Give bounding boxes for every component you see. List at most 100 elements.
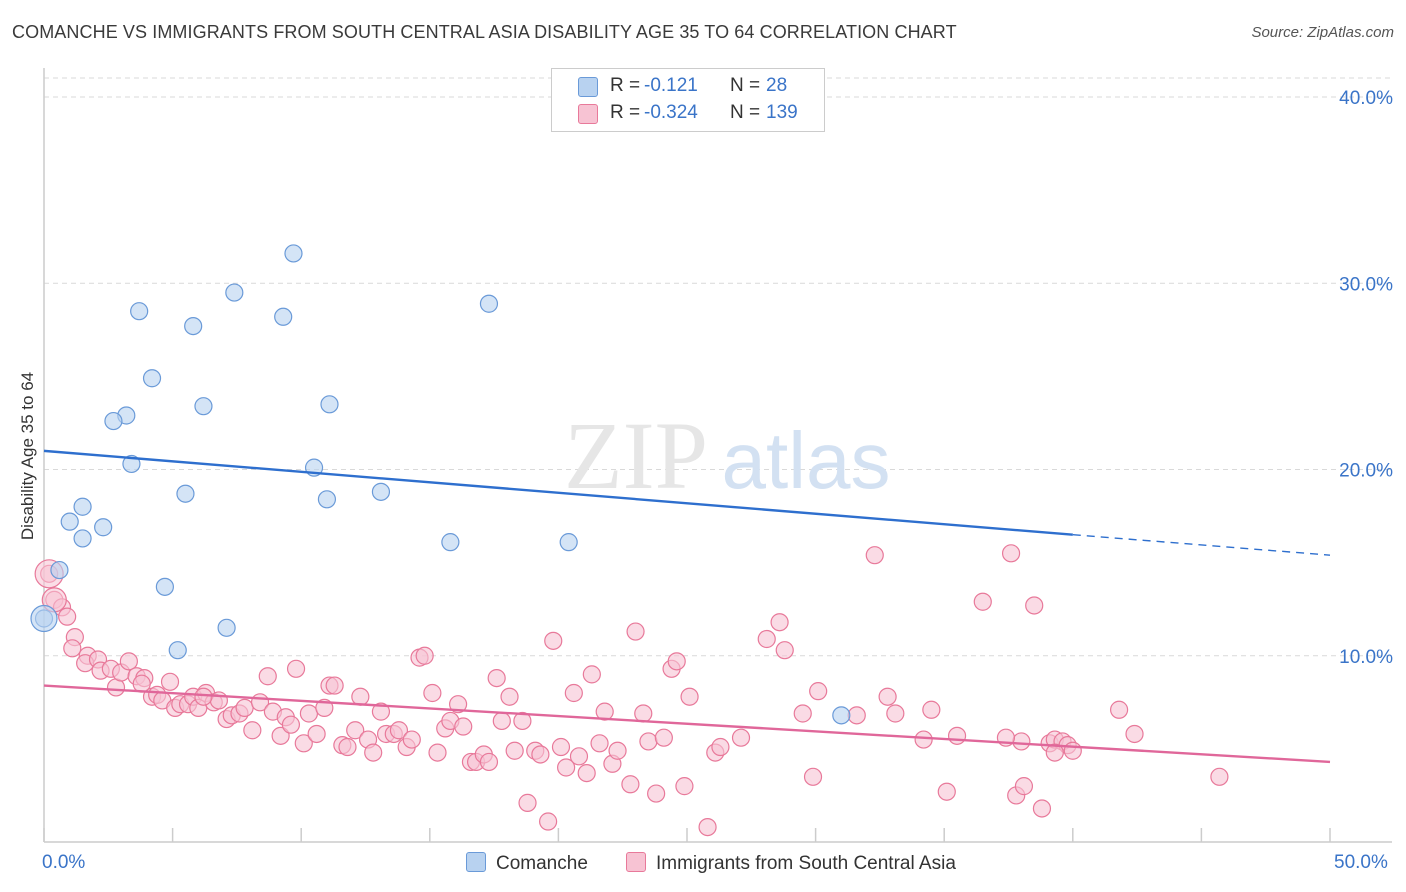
data-point — [878, 687, 897, 706]
legend-r-value: -0.121 — [644, 75, 698, 96]
data-point — [63, 639, 82, 658]
legend-n-value: 28 — [766, 75, 788, 96]
data-point — [500, 687, 519, 706]
data-point — [1012, 732, 1031, 751]
data-point-cluster — [30, 604, 58, 633]
data-point — [775, 641, 794, 660]
data-point — [142, 369, 162, 388]
data-point — [274, 307, 293, 326]
data-point — [1210, 767, 1229, 786]
data-point — [104, 411, 123, 431]
y-tick-label: 30.0% — [1339, 274, 1393, 295]
data-point — [371, 482, 391, 501]
data-point — [122, 454, 141, 474]
y-tick-label: 40.0% — [1339, 88, 1393, 109]
data-point — [667, 652, 686, 671]
data-point — [577, 763, 596, 783]
trend-lines — [43, 449, 1331, 764]
data-point — [73, 529, 92, 548]
data-point — [423, 683, 442, 703]
y-tick-label: 20.0% — [1339, 461, 1393, 482]
data-point — [803, 767, 823, 786]
legend-item-immigrants: Immigrants from South Central Asia — [626, 852, 956, 875]
data-point — [505, 741, 524, 760]
series-immigrants-points — [34, 544, 1229, 837]
grid-lines — [44, 77, 1392, 657]
data-point — [544, 631, 563, 650]
data-point — [454, 717, 473, 736]
axes — [43, 68, 1392, 843]
y-tick-label: 10.0% — [1339, 647, 1393, 668]
data-point — [351, 687, 370, 706]
data-point — [479, 752, 499, 772]
data-point — [184, 316, 203, 336]
data-point — [194, 397, 213, 416]
watermark-zip: ZIP — [564, 402, 708, 509]
data-point — [639, 732, 658, 751]
legend-n-value: 139 — [766, 102, 798, 123]
data-point — [595, 702, 614, 721]
data-point — [132, 674, 151, 693]
data-point — [1001, 544, 1021, 563]
x-tick-label-min: 0.0% — [42, 852, 86, 873]
data-point — [698, 817, 717, 837]
data-point — [914, 730, 933, 749]
trend-line-immigrants — [43, 684, 1331, 764]
data-point — [886, 704, 905, 723]
data-point — [809, 682, 828, 701]
data-point — [258, 667, 277, 686]
data-point — [531, 745, 550, 764]
trend-line-comanche-extension — [1072, 533, 1331, 556]
data-point — [865, 546, 884, 565]
watermark-atlas: atlas — [722, 416, 891, 505]
data-point — [513, 711, 532, 731]
data-point — [847, 706, 866, 725]
data-point — [582, 665, 601, 684]
data-point — [448, 695, 468, 714]
data-point — [73, 497, 92, 516]
data-point — [176, 484, 195, 503]
data-point — [626, 622, 645, 641]
data-point — [492, 711, 511, 731]
data-point — [168, 641, 187, 660]
data-point — [973, 592, 992, 611]
data-point — [770, 613, 789, 632]
data-point — [557, 758, 576, 777]
source-label: Source: ZipAtlas.com — [1251, 24, 1394, 41]
data-point — [119, 652, 138, 671]
data-point — [608, 741, 627, 760]
data-point — [415, 646, 434, 665]
data-point — [711, 737, 730, 757]
data-point — [634, 704, 653, 723]
data-point — [621, 775, 640, 794]
data-point — [590, 734, 609, 753]
data-point — [217, 618, 236, 637]
data-point — [320, 395, 339, 414]
data-point — [58, 607, 77, 626]
data-point — [479, 294, 499, 313]
legend-label-immigrants: Immigrants from South Central Asia — [656, 853, 956, 874]
data-point — [1025, 596, 1044, 615]
data-point — [325, 676, 344, 695]
data-point — [294, 734, 313, 753]
data-point — [1032, 799, 1052, 818]
data-point — [243, 721, 262, 740]
data-point — [539, 812, 558, 831]
legend-swatch-blue — [578, 77, 598, 97]
data-point — [317, 490, 337, 509]
data-point — [654, 728, 673, 747]
data-point — [307, 724, 326, 744]
chart-title: COMANCHE VS IMMIGRANTS FROM SOUTH CENTRA… — [12, 22, 957, 42]
y-tick-labels: 10.0% 20.0% 30.0% 40.0% — [1339, 88, 1393, 668]
data-point — [194, 687, 213, 706]
data-point — [346, 721, 365, 740]
data-point — [235, 698, 254, 718]
legend-n-label: N = — [730, 102, 761, 123]
data-point — [1125, 724, 1144, 744]
data-point — [922, 700, 941, 719]
legend-r-value: -0.324 — [644, 102, 698, 123]
data-point — [284, 244, 303, 263]
data-point — [680, 687, 699, 706]
data-point — [130, 302, 149, 321]
